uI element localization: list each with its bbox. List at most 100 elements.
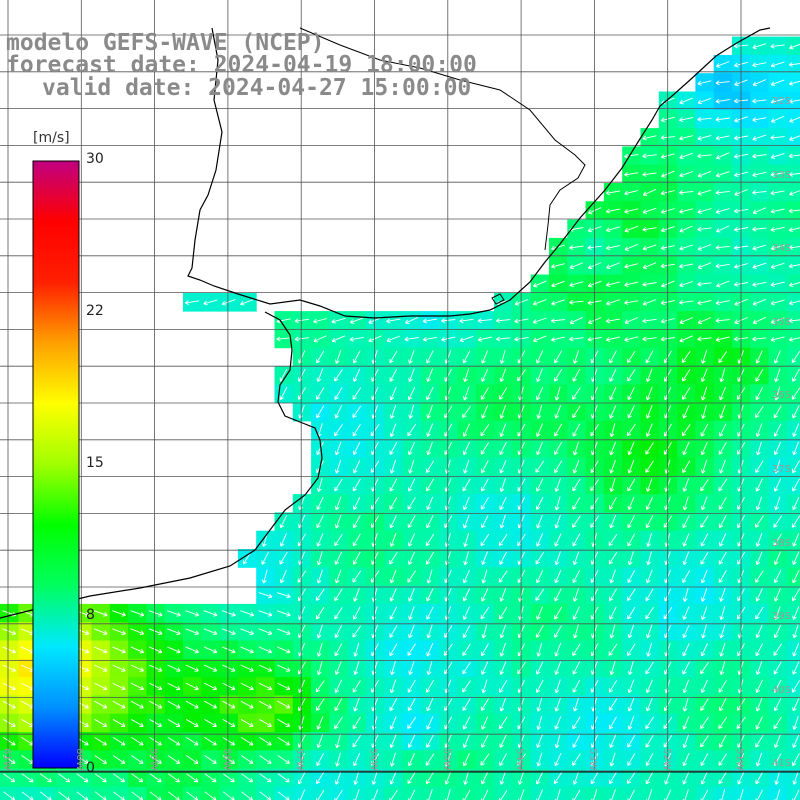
wind-arrow	[752, 43, 767, 50]
wind-arrow	[572, 423, 581, 437]
wind-speed-cell	[219, 786, 239, 800]
wind-arrow	[550, 336, 566, 342]
wind-arrow	[352, 478, 361, 492]
wind-speed-cell	[494, 786, 513, 800]
wind-arrow	[627, 570, 635, 583]
wind-arrow	[298, 789, 306, 800]
wind-arrow	[389, 752, 396, 767]
wind-arrow	[682, 789, 689, 800]
wind-arrow	[499, 404, 507, 419]
wind-arrow	[426, 423, 434, 437]
wind-arrow	[755, 588, 763, 602]
wind-arrow	[185, 628, 200, 636]
wind-arrow	[645, 569, 653, 584]
wind-arrow	[222, 773, 235, 783]
wind-arrow	[276, 628, 291, 636]
wind-arrow	[389, 368, 398, 382]
wind-arrow	[112, 682, 126, 691]
wind-arrow	[609, 514, 617, 529]
wind-arrow	[700, 496, 708, 511]
wind-arrow	[316, 753, 324, 766]
wind-arrow	[240, 700, 254, 709]
wind-arrow	[554, 642, 562, 657]
wind-arrow	[316, 350, 325, 364]
wind-arrow	[444, 588, 452, 602]
wind-arrow	[462, 588, 471, 602]
wind-arrow	[371, 478, 379, 492]
wind-speed-cell	[786, 384, 800, 404]
wind-arrow	[682, 606, 690, 620]
wind-arrow	[481, 405, 489, 419]
wind-arrow	[481, 368, 489, 382]
wind-arrow	[480, 387, 489, 400]
wind-arrow	[316, 533, 324, 547]
latitude-label: 40S	[772, 684, 792, 696]
wind-speed-cell	[347, 786, 367, 800]
wind-arrow	[76, 773, 89, 783]
wind-arrow	[352, 441, 361, 455]
wind-arrow	[605, 336, 620, 342]
wind-arrow	[240, 718, 254, 727]
wind-arrow	[569, 245, 584, 251]
wind-speed-cell	[530, 786, 550, 800]
wind-arrow	[697, 262, 712, 270]
wind-arrow	[167, 610, 181, 617]
wind-arrow	[719, 368, 726, 383]
wind-arrow	[697, 134, 712, 141]
wind-arrow	[752, 98, 767, 104]
wind-speed-cell	[585, 786, 605, 800]
wind-arrow	[463, 532, 470, 547]
wind-arrow	[719, 661, 726, 676]
wind-speed-cell	[786, 786, 800, 800]
wind-arrow	[408, 661, 415, 675]
wind-arrow	[463, 368, 470, 383]
wind-arrow	[645, 697, 653, 712]
wind-arrow	[279, 569, 287, 584]
wind-arrow	[715, 135, 730, 141]
wind-arrow	[792, 770, 799, 785]
colorbar-unit: [m/s]	[33, 130, 70, 146]
wind-arrow	[718, 680, 727, 693]
wind-arrow	[755, 551, 763, 565]
wind-arrow	[389, 552, 398, 565]
wind-arrow	[298, 350, 306, 364]
wind-arrow	[371, 734, 379, 748]
wind-arrow	[697, 226, 712, 232]
wind-arrow	[627, 405, 635, 419]
wind-arrow	[408, 459, 415, 474]
wind-arrow	[536, 715, 543, 730]
lat-lon-grid	[0, 0, 800, 773]
wind-arrow	[627, 478, 636, 492]
wind-arrow	[535, 386, 544, 401]
wind-arrow	[149, 773, 162, 783]
longitude-label: 52W	[660, 748, 672, 771]
wind-arrow	[313, 318, 328, 324]
wind-arrow	[792, 588, 800, 602]
wind-arrow	[517, 369, 526, 382]
wind-speed-cell	[786, 750, 800, 770]
wind-arrow	[792, 624, 799, 639]
wind-arrow	[426, 661, 433, 676]
wind-speed-cell	[768, 786, 788, 800]
wind-arrow	[572, 551, 580, 566]
wind-arrow	[481, 569, 488, 584]
latitude-label: 32S	[772, 96, 792, 107]
wind-arrow	[573, 624, 579, 639]
wind-arrow	[624, 281, 639, 287]
wind-arrow	[334, 478, 343, 492]
wind-arrow	[389, 533, 397, 547]
wind-arrow	[646, 551, 652, 566]
colorbar-tick: 15	[86, 455, 104, 471]
wind-arrow	[258, 700, 272, 709]
latitude-label: 37S	[772, 464, 792, 475]
wind-arrow	[334, 350, 342, 364]
wind-arrow	[642, 135, 657, 141]
wind-arrow	[627, 533, 636, 547]
wind-arrow	[605, 226, 620, 233]
wind-arrow	[609, 478, 616, 492]
wind-arrow	[463, 551, 469, 566]
wind-arrow	[426, 569, 433, 584]
wind-arrow	[755, 789, 764, 800]
wind-arrow	[700, 515, 709, 528]
wind-arrow	[389, 496, 398, 510]
